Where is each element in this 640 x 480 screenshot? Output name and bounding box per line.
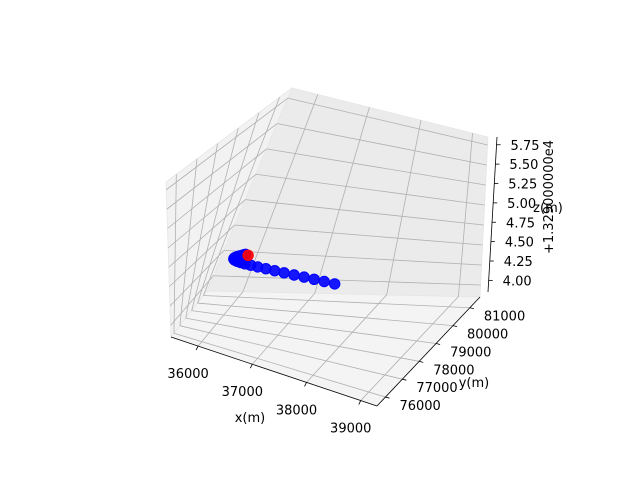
grid-line-z — [167, 173, 257, 249]
grid-line-z — [169, 250, 225, 307]
x-tick — [304, 382, 307, 387]
grid-line-y — [191, 310, 437, 344]
grid-line-x — [197, 291, 244, 347]
x-axis-line — [170, 336, 378, 407]
y-tick-label: 76000 — [399, 399, 440, 414]
x-tick — [195, 345, 199, 351]
y-axis-line — [376, 296, 481, 407]
y-tick — [436, 343, 441, 345]
grid-line-y — [179, 158, 198, 326]
grid-line-x — [458, 133, 473, 297]
grid-lines — [166, 94, 488, 401]
x-tick-label: 38000 — [276, 403, 317, 418]
data-points — [228, 248, 341, 290]
data-point — [242, 249, 254, 262]
z-tick-label: 5.50 — [509, 158, 538, 173]
y-tick-label: 80000 — [467, 328, 508, 343]
grid-line-z — [266, 148, 486, 186]
grid-line-z — [277, 123, 487, 166]
z-tick-label: 5.00 — [507, 197, 536, 212]
z-tick-label: 5.25 — [508, 178, 537, 193]
grid-line-y — [197, 112, 260, 304]
y-tick — [419, 360, 424, 363]
y-tick-label: 81000 — [484, 310, 525, 325]
y-tick-labels: 76000 77000 78000 79000 80000 81000 — [399, 310, 525, 414]
grid-line-y — [197, 302, 454, 326]
x-tick-label: 37000 — [222, 385, 263, 400]
grid-line-x — [386, 120, 422, 296]
grid-line-y — [191, 127, 239, 311]
z-offset-label: +1.329000000e4 — [542, 140, 557, 254]
grid-line-z — [223, 250, 482, 266]
z-tick-label: 4.50 — [505, 236, 534, 251]
grid-line-z — [166, 123, 278, 210]
y-tick — [452, 325, 458, 327]
y-axis-label: y(m) — [459, 376, 490, 391]
data-point — [308, 273, 320, 285]
grid-line-z — [245, 199, 484, 226]
x-tick — [358, 400, 362, 405]
grid-line-z — [166, 97, 288, 191]
axis-panes — [165, 86, 489, 407]
data-point — [318, 275, 330, 288]
y-tick — [385, 396, 390, 399]
data-point — [329, 278, 341, 290]
grid-line-x — [360, 296, 459, 401]
z-axis-label: z(m) — [533, 201, 563, 216]
grid-line-y — [173, 174, 177, 334]
grid-line-y — [179, 325, 403, 380]
grid-line-z — [234, 224, 483, 246]
x-tick-label: 36000 — [167, 367, 208, 382]
z-tick-label: 4.75 — [506, 216, 535, 231]
x-tick — [249, 364, 253, 369]
z-tick-label: 4.25 — [504, 255, 533, 270]
x-axis-label: x(m) — [235, 411, 266, 426]
z-axis-line — [487, 136, 498, 293]
axis-lines — [170, 136, 501, 407]
x-tick-label: 39000 — [330, 422, 371, 437]
grid-line-y — [185, 143, 219, 319]
grid-line-y — [203, 295, 470, 309]
x-tick-labels: 36000 37000 38000 39000 — [167, 367, 371, 436]
grid-line-x — [252, 293, 316, 365]
grid-line-x — [306, 294, 387, 383]
grid-line-z — [255, 173, 485, 206]
grid-line-z — [168, 199, 246, 268]
grid-line-z — [169, 224, 235, 287]
y-tick-label: 77000 — [416, 381, 457, 396]
y-tick — [469, 307, 474, 310]
y-tick — [402, 378, 407, 381]
z-tick-label: 5.75 — [511, 139, 540, 154]
grid-line-z — [167, 148, 267, 229]
data-point — [269, 265, 281, 277]
grid-line-y — [203, 97, 280, 296]
grid-line-z — [287, 97, 488, 146]
grid-line-z — [213, 275, 481, 286]
data-point — [298, 271, 310, 283]
grid-line-y — [173, 332, 386, 398]
grid-line-x — [314, 107, 370, 294]
grid-line-x — [242, 94, 319, 292]
grid-line-z — [170, 275, 214, 326]
z-tick-label: 4.00 — [503, 274, 532, 289]
data-point — [278, 267, 290, 279]
data-point — [288, 269, 300, 281]
y-tick-label: 79000 — [450, 345, 491, 360]
grid-line-y — [185, 317, 420, 362]
y-tick-label: 78000 — [433, 363, 474, 378]
z-tick-labels: 4.00 4.25 4.50 4.75 5.00 5.25 5.50 5.75 — [503, 139, 540, 290]
